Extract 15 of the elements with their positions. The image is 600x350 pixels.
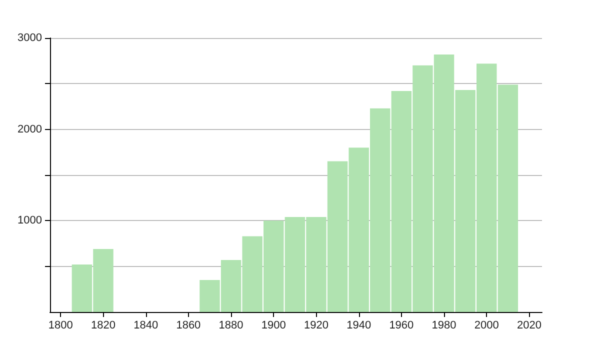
x-tick-label: 1800 (48, 320, 73, 332)
x-tick-label: 1840 (134, 320, 158, 332)
y-tick-label: 2000 (18, 123, 42, 136)
x-tick-label: 1900 (261, 320, 286, 332)
x-tick-label: 1920 (304, 320, 328, 332)
x-tick-label: 1880 (218, 320, 244, 332)
x-tick-label: 1960 (389, 320, 414, 332)
x-tick-label: 1940 (346, 320, 372, 332)
x-tick-label: 1860 (176, 320, 201, 332)
y-tick-label: 3000 (18, 32, 42, 44)
x-tick-label: 1820 (91, 320, 116, 332)
x-tick-label: 2020 (516, 320, 542, 332)
x-tick-label: 2000 (474, 320, 499, 332)
y-tick-label: 1000 (18, 214, 42, 227)
x-tick-label: 1980 (432, 320, 456, 332)
